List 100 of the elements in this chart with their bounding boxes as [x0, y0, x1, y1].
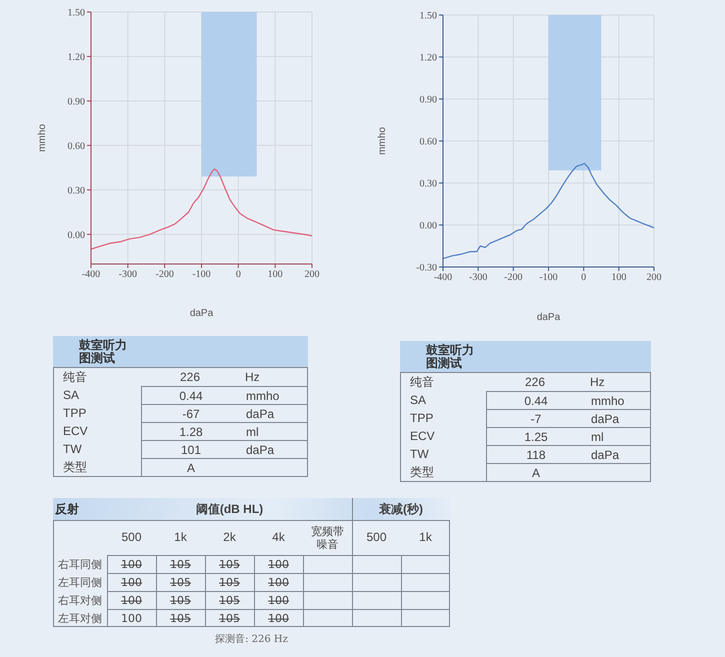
x-tick-label: 0 [581, 272, 586, 284]
text: 500 [121, 530, 142, 544]
y-axis-title: mmho [36, 124, 48, 152]
text: SA [410, 393, 426, 407]
x-tick-label: -100 [192, 269, 211, 280]
y-tick-label: 0.30 [68, 185, 85, 196]
y-tick-label: -0.30 [416, 262, 437, 274]
text: Hz [245, 370, 260, 384]
text: daPa [246, 407, 274, 421]
text: 鼓室听力图测试 [426, 343, 474, 370]
text: TPP [410, 411, 434, 425]
text: 1̶0̶5̶ [219, 576, 240, 588]
y-tick-label: 0.00 [68, 230, 85, 241]
y-tick-label: 0.90 [68, 96, 85, 108]
y-tick-label: 1.20 [68, 52, 85, 64]
text: 4k [272, 530, 285, 544]
text: 226 [180, 370, 200, 384]
text: 右耳对侧 [58, 592, 102, 608]
text: daPa [591, 412, 620, 426]
text: TW [410, 447, 429, 461]
y-tick-label: 0.60 [68, 140, 85, 152]
text: 纯音 [63, 370, 87, 384]
text: 1k [174, 530, 187, 544]
x-tick-label: -300 [118, 269, 138, 280]
text: 探测音: 226 Hz [215, 632, 288, 646]
text: 100 [121, 612, 142, 624]
x-tick-label: -200 [504, 272, 523, 284]
y-tick-label: 0.00 [420, 220, 437, 232]
text: daPa [246, 443, 274, 457]
text: 类型 [63, 460, 87, 474]
text: 宽频带噪音 [310, 524, 345, 550]
text: 左耳对侧 [58, 610, 102, 626]
text: -67 [182, 407, 200, 421]
text: SA [63, 388, 80, 402]
x-tick-label: -400 [434, 272, 452, 284]
y-tick-label: 1.20 [420, 52, 437, 64]
text: mmho [591, 394, 624, 408]
x-axis-title: daPa [536, 312, 561, 323]
x-tick-label: -300 [468, 272, 488, 284]
text: 1̶0̶0̶ [268, 594, 289, 606]
y-tick-label: 0.30 [420, 178, 437, 190]
text: A [532, 466, 540, 480]
x-tick-label: 200 [304, 269, 320, 280]
text: daPa [591, 448, 620, 462]
text: 1k [419, 530, 432, 544]
text: 1.28 [179, 425, 203, 439]
text: 衰减(秒) [379, 500, 423, 518]
text: 1̶0̶5̶ [219, 558, 240, 570]
text: 纯音 [410, 375, 434, 389]
text: 1̶0̶5̶ [170, 576, 191, 588]
text: ml [591, 430, 604, 444]
text: 500 [366, 530, 387, 544]
y-tick-label: 0.90 [420, 94, 437, 106]
text: 1̶0̶0̶ [268, 612, 289, 624]
text: 右耳同侧 [58, 556, 102, 572]
text: 2k [223, 530, 236, 544]
text: 0.44 [179, 389, 203, 403]
text: 1̶0̶5̶ [170, 558, 191, 570]
text: A [186, 461, 195, 475]
text: 1̶0̶5̶ [219, 594, 240, 606]
text: 鼓室听力图测试 [79, 338, 127, 365]
text: 左耳同侧 [58, 574, 102, 590]
line-series [91, 168, 312, 250]
x-tick-label: 0 [236, 269, 241, 280]
y-tick-label: 1.50 [68, 8, 85, 19]
y-tick-label: 0.60 [420, 136, 437, 148]
y-tick-label: 1.50 [420, 10, 437, 22]
text: 101 [180, 443, 202, 457]
text: 1̶0̶5̶ [219, 612, 240, 624]
x-tick-label: 100 [268, 269, 283, 280]
text: 类型 [410, 465, 434, 479]
text: 阈值(dB HL) [196, 500, 264, 518]
x-tick-label: -400 [82, 269, 100, 280]
line-series [443, 162, 654, 260]
text: 1̶0̶5̶ [170, 594, 191, 606]
text: TW [63, 442, 82, 456]
text: mmho [246, 389, 280, 403]
text: 118 [526, 448, 546, 462]
text: ml [246, 425, 259, 439]
text: 1̶0̶5̶ [170, 612, 191, 624]
x-tick-label: 100 [611, 272, 626, 284]
y-axis-title: mmho [376, 126, 388, 155]
text: 1̶0̶0̶ [268, 576, 289, 588]
text: ECV [410, 429, 435, 443]
text: ECV [63, 424, 88, 438]
x-tick-label: 200 [646, 272, 662, 284]
text: TPP [63, 406, 86, 420]
text: 0.44 [524, 394, 548, 408]
text: -7 [530, 412, 542, 426]
x-tick-label: -200 [155, 269, 174, 280]
text: 1̶0̶0̶ [268, 558, 289, 570]
text: 1̶0̶0̶ [121, 558, 142, 570]
text: 反射 [55, 500, 79, 518]
text: 1̶0̶0̶ [121, 594, 142, 606]
text: 1.25 [524, 430, 548, 444]
x-axis-title: daPa [190, 308, 214, 319]
text: 1̶0̶0̶ [121, 576, 142, 588]
x-tick-label: -100 [539, 272, 558, 284]
text: 226 [524, 375, 546, 389]
text: Hz [590, 375, 605, 389]
